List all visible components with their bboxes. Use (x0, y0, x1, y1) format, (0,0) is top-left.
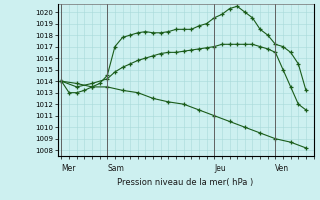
X-axis label: Pression niveau de la mer( hPa ): Pression niveau de la mer( hPa ) (117, 178, 254, 187)
Text: Sam: Sam (107, 164, 124, 173)
Text: Mer: Mer (61, 164, 76, 173)
Text: Jeu: Jeu (214, 164, 226, 173)
Text: Ven: Ven (276, 164, 290, 173)
